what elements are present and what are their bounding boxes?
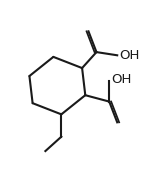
Text: OH: OH [111, 73, 131, 86]
Text: OH: OH [119, 49, 139, 62]
